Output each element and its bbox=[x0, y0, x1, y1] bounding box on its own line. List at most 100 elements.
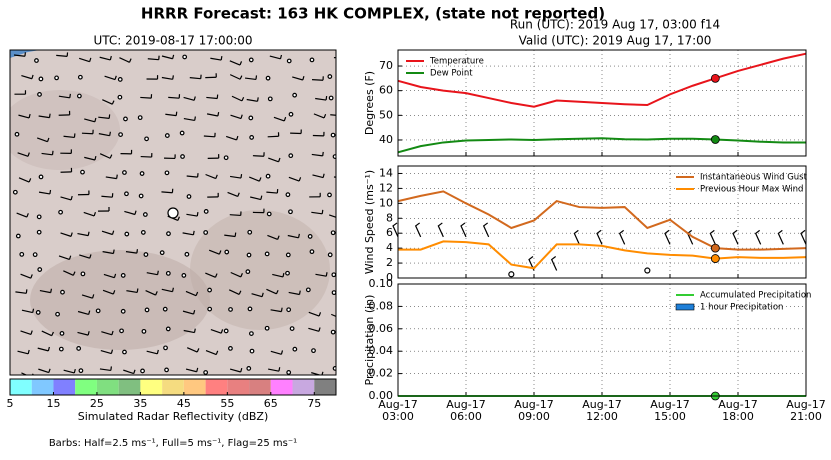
y-tick-label: 14 bbox=[379, 166, 393, 179]
barb-feather bbox=[88, 310, 91, 315]
barb-shaft bbox=[63, 369, 75, 374]
calm-marker bbox=[246, 366, 252, 371]
barb-feather bbox=[113, 273, 117, 278]
y-tick-label: 0.06 bbox=[369, 322, 394, 335]
barb-shaft bbox=[250, 196, 262, 201]
x-tick-label: Aug-17 06:00 bbox=[446, 398, 485, 423]
barb-shaft bbox=[125, 251, 137, 254]
barb-shaft bbox=[230, 114, 242, 120]
barb-shaft bbox=[205, 350, 217, 356]
barb-shaft bbox=[311, 372, 322, 375]
calm-marker bbox=[305, 287, 311, 293]
colorbar-tick-label: 25 bbox=[90, 397, 104, 410]
barb-feather bbox=[27, 349, 30, 354]
barb-feather bbox=[28, 178, 32, 183]
barb-feather bbox=[68, 255, 72, 260]
barb-feather bbox=[280, 350, 284, 355]
calm-marker bbox=[162, 306, 168, 312]
calm-marker bbox=[38, 76, 44, 82]
barb-feather bbox=[218, 250, 222, 255]
barb-feather bbox=[136, 288, 139, 293]
calm-marker bbox=[36, 214, 42, 220]
wind-barbs bbox=[12, 52, 336, 375]
legend-label: Accumulated Precipitation bbox=[700, 291, 811, 301]
calm-marker bbox=[144, 136, 149, 142]
calm-marker bbox=[163, 345, 168, 351]
barb-shaft bbox=[228, 289, 240, 295]
barb-shaft bbox=[101, 331, 113, 336]
colorbar-segment bbox=[270, 379, 293, 395]
barb-shaft bbox=[146, 272, 158, 276]
calm-marker bbox=[228, 307, 233, 312]
calm-marker bbox=[332, 365, 336, 371]
barb-feather bbox=[32, 308, 35, 313]
barb-shaft bbox=[229, 368, 241, 373]
barb-shaft bbox=[186, 347, 198, 353]
barb-shaft bbox=[78, 57, 90, 63]
barb-feather bbox=[177, 216, 180, 221]
legend-label: Dew Point bbox=[430, 69, 473, 79]
calm-marker bbox=[311, 348, 316, 354]
barb-feather bbox=[240, 114, 243, 119]
barb-feather bbox=[196, 367, 199, 372]
barb-feather bbox=[322, 173, 325, 178]
calm-marker bbox=[140, 368, 145, 374]
barb-feather bbox=[27, 152, 30, 157]
calm-marker bbox=[180, 154, 185, 159]
barb-shaft bbox=[183, 96, 195, 101]
colorbar-tick-label: 15 bbox=[46, 397, 60, 410]
wind-barb bbox=[732, 229, 739, 245]
barb-feather bbox=[91, 294, 95, 299]
calm-marker bbox=[164, 133, 170, 138]
barb-feather bbox=[318, 327, 321, 332]
calm-marker bbox=[58, 209, 63, 215]
barb-shaft bbox=[287, 234, 299, 239]
barb-shaft bbox=[268, 368, 280, 372]
wind-barb bbox=[618, 229, 626, 245]
calm-marker bbox=[140, 230, 146, 235]
wind-barb bbox=[573, 229, 580, 245]
calm-marker bbox=[182, 54, 188, 60]
barb-shaft bbox=[168, 96, 180, 99]
barb-shaft bbox=[273, 116, 285, 122]
barb-feather bbox=[318, 312, 322, 317]
x-tick-label: Aug-17 15:00 bbox=[650, 398, 689, 423]
barb-shaft bbox=[77, 310, 89, 316]
barb-feather bbox=[278, 157, 281, 162]
colorbar-segment bbox=[227, 379, 250, 395]
barb-feather bbox=[215, 350, 219, 355]
barb-shaft bbox=[252, 155, 264, 157]
barb-shaft bbox=[205, 272, 216, 278]
barb-shaft bbox=[13, 54, 25, 57]
barb-feather bbox=[283, 116, 287, 122]
barb-shaft bbox=[123, 369, 134, 375]
barb-shaft bbox=[104, 75, 116, 81]
barb-shaft bbox=[37, 347, 49, 352]
barb-shaft bbox=[17, 350, 29, 355]
calm-marker bbox=[55, 311, 60, 317]
calm-marker bbox=[80, 169, 85, 175]
barb-shaft bbox=[21, 75, 33, 80]
colorbar-tick-label: 45 bbox=[177, 397, 191, 410]
barb-shaft bbox=[312, 78, 324, 81]
calm-marker bbox=[117, 94, 123, 100]
calm-marker bbox=[285, 252, 291, 258]
barb-shaft bbox=[99, 368, 111, 372]
calm-marker bbox=[331, 290, 336, 296]
series-line bbox=[397, 137, 806, 154]
highlight-marker bbox=[710, 243, 720, 253]
colorbar-segment bbox=[162, 379, 184, 395]
barb-shaft bbox=[205, 173, 217, 180]
barb-shaft bbox=[161, 76, 173, 80]
barb-feather bbox=[156, 349, 159, 354]
y-tick-label: 70 bbox=[379, 59, 393, 72]
calm-marker bbox=[247, 306, 253, 312]
barb-shaft bbox=[84, 118, 95, 123]
barb-shaft bbox=[288, 291, 300, 296]
barb-feather bbox=[112, 290, 116, 295]
barb-shaft bbox=[21, 309, 33, 314]
barb-shaft bbox=[292, 76, 303, 81]
y-tick-label: 0 bbox=[386, 271, 393, 284]
x-tick-label: Aug-17 18:00 bbox=[718, 398, 757, 423]
calm-marker bbox=[203, 209, 209, 214]
